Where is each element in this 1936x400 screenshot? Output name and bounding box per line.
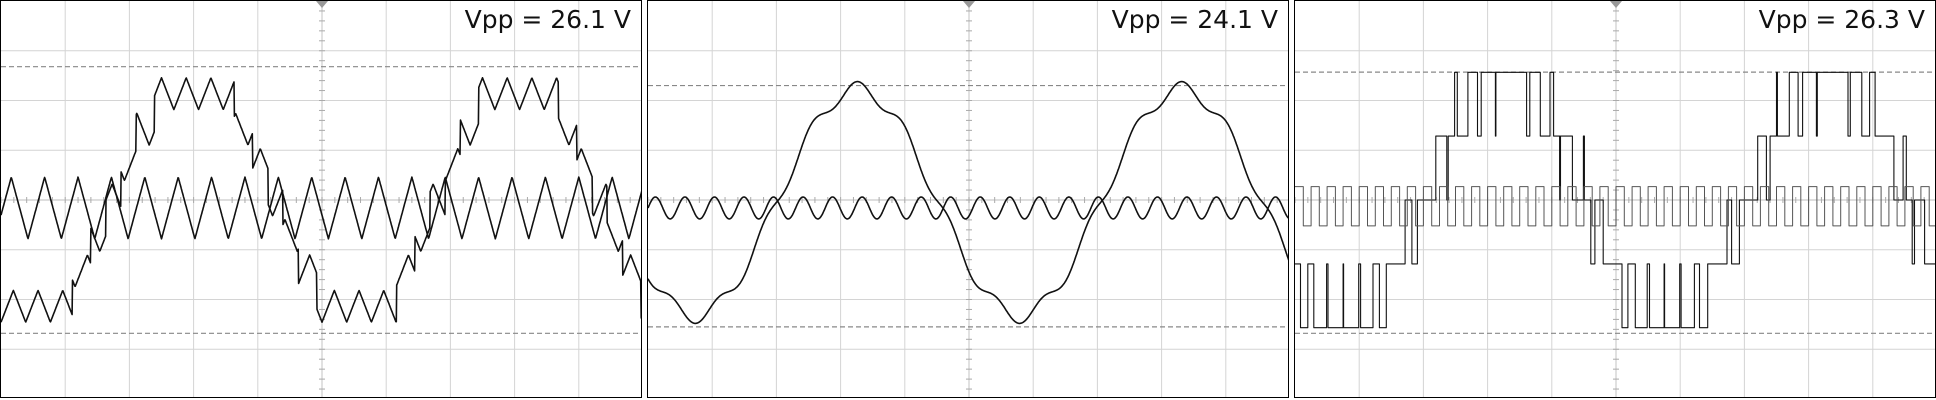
waveform-trace-2 [1295, 186, 1935, 227]
grid [648, 1, 1288, 397]
vpp-readout-1: Vpp = 26.1 V [464, 5, 631, 34]
waveform-trace-2 [648, 196, 1288, 220]
vpp-readout-3: Vpp = 26.3 V [1758, 5, 1925, 34]
trigger-marker [1610, 1, 1622, 8]
scope-plot-2 [648, 1, 1288, 397]
waveform-trace-1 [1, 77, 641, 323]
trigger-marker [316, 1, 328, 8]
waveform-trace-1 [648, 80, 1288, 325]
scope-plot-3 [1295, 1, 1935, 397]
trigger-marker [963, 1, 975, 8]
grid [1, 1, 641, 397]
scope-plot-1 [1, 1, 641, 397]
vpp-readout-2: Vpp = 24.1 V [1111, 5, 1278, 34]
scope-panel-2: Vpp = 24.1 V [647, 0, 1289, 398]
waveform-trace-2 [1, 176, 641, 240]
scope-panel-1: Vpp = 26.1 V [0, 0, 642, 398]
waveform-trace-1 [1295, 71, 1935, 329]
scope-panel-3: Vpp = 26.3 V [1294, 0, 1936, 398]
